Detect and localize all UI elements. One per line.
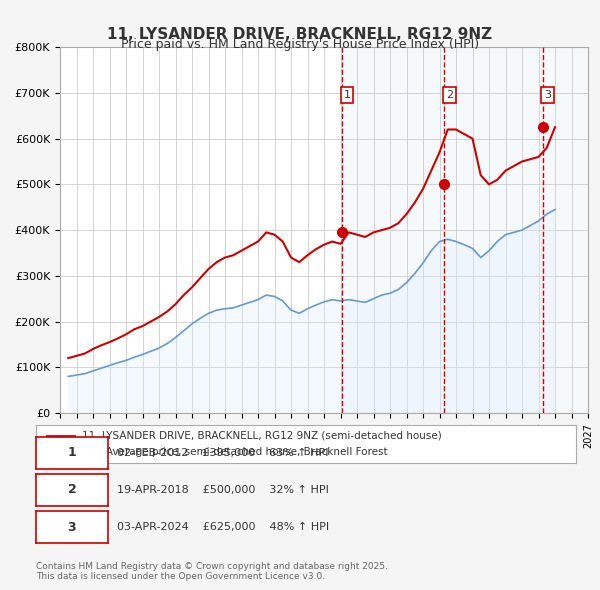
Text: 11, LYSANDER DRIVE, BRACKNELL, RG12 9NZ: 11, LYSANDER DRIVE, BRACKNELL, RG12 9NZ — [107, 27, 493, 41]
Text: HPI: Average price, semi-detached house, Bracknell Forest: HPI: Average price, semi-detached house,… — [82, 447, 388, 457]
Text: 2: 2 — [446, 90, 453, 100]
Text: 03-APR-2024    £625,000    48% ↑ HPI: 03-APR-2024 £625,000 48% ↑ HPI — [117, 522, 329, 532]
Bar — [342, 47, 588, 413]
Text: 11, LYSANDER DRIVE, BRACKNELL, RG12 9NZ (semi-detached house): 11, LYSANDER DRIVE, BRACKNELL, RG12 9NZ … — [82, 431, 442, 441]
Text: Price paid vs. HM Land Registry's House Price Index (HPI): Price paid vs. HM Land Registry's House … — [121, 38, 479, 51]
Text: 19-APR-2018    £500,000    32% ↑ HPI: 19-APR-2018 £500,000 32% ↑ HPI — [117, 485, 329, 495]
Text: 02-FEB-2012    £395,000    63% ↑ HPI: 02-FEB-2012 £395,000 63% ↑ HPI — [117, 448, 329, 458]
Text: Contains HM Land Registry data © Crown copyright and database right 2025.
This d: Contains HM Land Registry data © Crown c… — [36, 562, 388, 581]
Text: 1: 1 — [68, 446, 76, 460]
Text: 3: 3 — [68, 520, 76, 534]
Text: 1: 1 — [343, 90, 350, 100]
Text: 3: 3 — [544, 90, 551, 100]
Text: 2: 2 — [68, 483, 76, 497]
